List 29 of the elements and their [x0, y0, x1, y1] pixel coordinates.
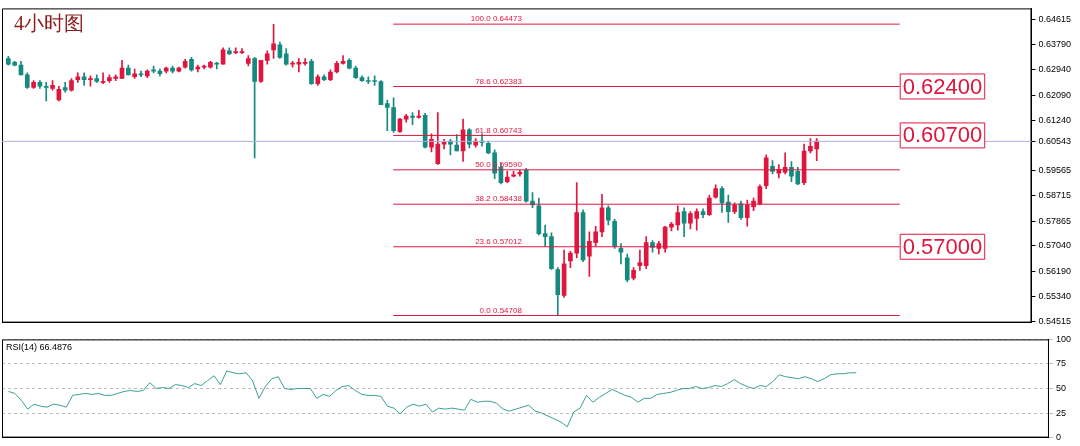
y-tick-label: 0.56190: [1038, 265, 1072, 276]
y-tick-label: 0.63790: [1038, 38, 1072, 49]
y-tick-label: 0.62090: [1038, 89, 1072, 100]
chart-title: 4小时图: [14, 12, 84, 35]
ref-line-label: 38.2 0.58438: [475, 194, 523, 204]
y-tick-label: 0.55340: [1038, 291, 1072, 302]
y-tick-label: 0.64615: [1038, 14, 1072, 25]
ref-line-label: 23.6 0.57012: [475, 236, 523, 246]
y-tick-label: 25: [1055, 407, 1066, 418]
ref-line-label: 61.8 0.60743: [475, 125, 523, 135]
y-tick-label: 0.57865: [1038, 215, 1072, 226]
y-tick-label: 0.59565: [1038, 165, 1072, 176]
y-tick-label: 0.57040: [1038, 240, 1072, 251]
y-tick-label: 0.61240: [1038, 115, 1072, 126]
y-tick-label: 75: [1055, 358, 1066, 369]
y-tick-label: 0.62940: [1038, 64, 1072, 75]
annotation: 0.57000: [902, 233, 983, 259]
annotation: 0.62400: [902, 73, 983, 99]
y-tick-label: 0.58715: [1038, 190, 1072, 201]
chart-title: RSI(14) 66.4876: [6, 342, 73, 353]
ref-line-label: 100.0 0.64473: [470, 14, 523, 24]
y-tick-label: 0: [1055, 432, 1061, 443]
y-tick-label: 50: [1055, 382, 1066, 393]
y-tick-label: 0.60543: [1038, 135, 1072, 146]
ref-line-label: 0.0 0.54708: [479, 305, 523, 315]
y-tick-label: 0.54515: [1038, 315, 1072, 326]
ref-line-label: 78.6 0.62383: [475, 76, 523, 86]
y-tick-label: 100: [1055, 333, 1072, 344]
annotation: 0.60700: [902, 122, 983, 148]
